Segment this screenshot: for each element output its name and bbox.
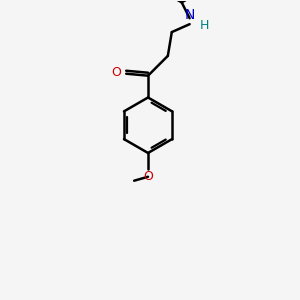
Text: O: O bbox=[111, 66, 121, 79]
Text: H: H bbox=[200, 19, 209, 32]
Text: O: O bbox=[143, 170, 153, 183]
Text: N: N bbox=[184, 8, 195, 22]
